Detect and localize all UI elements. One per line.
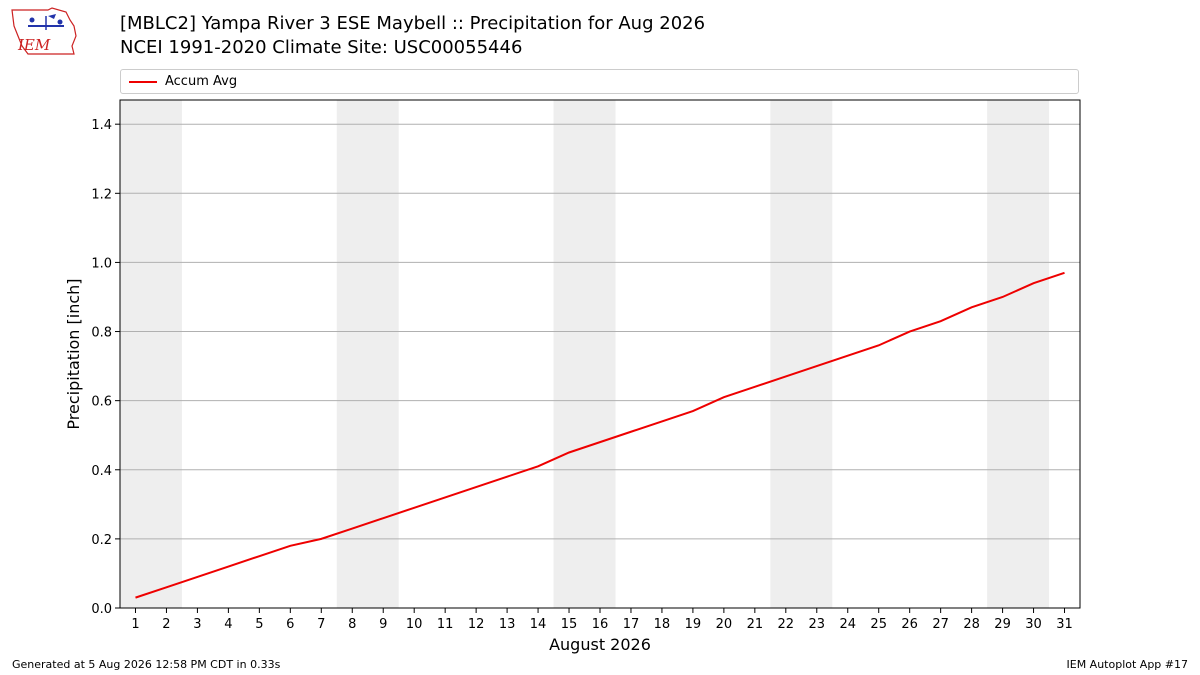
logo-text: IEM — [17, 36, 51, 54]
x-tick-label: 12 — [468, 617, 485, 632]
x-tick-label: 23 — [809, 617, 826, 632]
x-tick-label: 25 — [870, 617, 887, 632]
x-tick-label: 18 — [654, 617, 671, 632]
x-tick-label: 6 — [286, 617, 294, 632]
x-tick-label: 11 — [437, 617, 454, 632]
x-axis-label: August 2026 — [549, 635, 651, 654]
x-tick-label: 17 — [623, 617, 640, 632]
y-tick-label: 1.2 — [91, 187, 112, 202]
x-tick-label: 5 — [255, 617, 263, 632]
y-tick-label: 0.2 — [91, 533, 112, 548]
weekend-band-0 — [120, 100, 182, 608]
y-tick-label: 0.0 — [91, 602, 112, 617]
x-tick-label: 1 — [131, 617, 139, 632]
x-tick-label: 26 — [901, 617, 918, 632]
x-tick-label: 14 — [530, 617, 547, 632]
y-tick-label: 1.4 — [91, 118, 112, 133]
iem-logo: IEM — [11, 7, 77, 55]
y-tick-label: 0.4 — [91, 464, 112, 479]
y-tick-label: 0.8 — [91, 326, 112, 341]
legend-label-accum-avg: Accum Avg — [165, 74, 238, 89]
x-tick-label: 29 — [994, 617, 1011, 632]
x-tick-label: 4 — [224, 617, 232, 632]
weekend-band-3 — [770, 100, 833, 608]
x-tick-label: 9 — [379, 617, 387, 632]
weekend-band-1 — [336, 100, 399, 608]
y-tick-label: 1.0 — [91, 256, 112, 271]
x-tick-label: 28 — [963, 617, 980, 632]
chart-subtitle: NCEI 1991-2020 Climate Site: USC00055446 — [120, 37, 523, 58]
x-tick-label: 22 — [778, 617, 795, 632]
x-tick-label: 21 — [747, 617, 764, 632]
x-tick-label: 30 — [1025, 617, 1042, 632]
weekend-band-4 — [987, 100, 1050, 608]
x-tick-label: 3 — [193, 617, 201, 632]
x-tick-label: 15 — [561, 617, 578, 632]
legend: Accum Avg — [120, 69, 1079, 94]
x-tick-label: 27 — [932, 617, 949, 632]
legend-swatch-accum-avg — [129, 81, 157, 83]
x-tick-label: 10 — [406, 617, 423, 632]
y-axis-label: Precipitation [inch] — [64, 278, 83, 429]
x-tick-label: 2 — [162, 617, 170, 632]
series-line-accum-avg — [135, 271, 1065, 599]
x-tick-label: 20 — [716, 617, 733, 632]
x-tick-label: 16 — [592, 617, 609, 632]
x-tick-label: 19 — [685, 617, 702, 632]
app-footer: IEM Autoplot App #17 — [1066, 658, 1189, 671]
weekend-band-2 — [553, 100, 616, 608]
generated-footer: Generated at 5 Aug 2026 12:58 PM CDT in … — [12, 658, 281, 671]
x-tick-label: 24 — [839, 617, 856, 632]
x-tick-label: 31 — [1056, 617, 1073, 632]
x-tick-label: 7 — [317, 617, 325, 632]
x-tick-label: 8 — [348, 617, 356, 632]
y-tick-label: 0.6 — [91, 395, 112, 410]
x-tick-label: 13 — [499, 617, 516, 632]
chart-title: [MBLC2] Yampa River 3 ESE Maybell :: Pre… — [120, 13, 706, 34]
